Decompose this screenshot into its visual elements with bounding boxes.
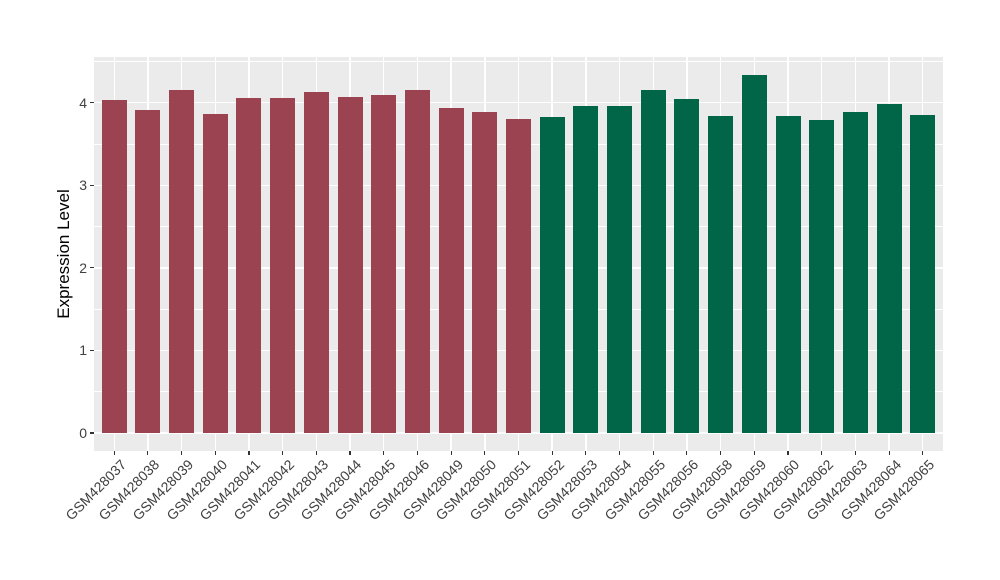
x-tick-mark <box>484 451 486 455</box>
bar <box>775 115 801 433</box>
bar <box>472 111 498 433</box>
y-tick-mark <box>90 184 94 186</box>
bar <box>708 115 734 433</box>
x-tick-mark <box>787 451 789 455</box>
x-tick-mark <box>214 451 216 455</box>
x-tick-mark <box>248 451 250 455</box>
y-tick-label: 3 <box>79 177 87 194</box>
bar <box>404 89 430 433</box>
bar <box>101 100 127 433</box>
x-tick-mark <box>113 451 115 455</box>
bar <box>809 120 835 433</box>
x-tick-mark <box>181 451 183 455</box>
y-tick-mark <box>90 267 94 269</box>
x-tick-mark <box>753 451 755 455</box>
x-tick-mark <box>619 451 621 455</box>
bar <box>135 110 161 433</box>
y-axis-title: Expression Level <box>54 189 73 319</box>
y-tick-mark <box>90 349 94 351</box>
y-tick-label: 0 <box>79 425 87 441</box>
x-tick-mark <box>147 451 149 455</box>
x-tick-mark <box>517 451 520 455</box>
y-tick-mark <box>90 432 94 434</box>
x-tick-mark <box>383 451 385 455</box>
bar <box>674 99 700 433</box>
bar <box>371 95 397 433</box>
bar <box>842 111 868 433</box>
bar <box>236 97 262 433</box>
y-tick-label: 1 <box>79 342 87 359</box>
bar <box>741 75 767 433</box>
bar <box>303 91 329 433</box>
bar <box>910 115 936 433</box>
bar <box>337 96 363 433</box>
x-tick-mark <box>720 451 722 455</box>
bar <box>506 119 531 433</box>
x-tick-mark <box>416 451 418 455</box>
x-tick-mark <box>888 451 890 455</box>
bar <box>438 107 464 433</box>
bar <box>202 114 228 433</box>
x-tick-mark <box>450 451 452 455</box>
y-tick-label: 4 <box>79 94 87 111</box>
x-tick-mark <box>922 451 924 455</box>
y-tick-label: 2 <box>79 259 87 276</box>
bar <box>640 90 666 433</box>
bar <box>270 97 296 433</box>
x-tick-mark <box>686 451 688 455</box>
y-tick-mark <box>90 102 94 104</box>
bar <box>539 116 565 433</box>
x-tick-mark <box>821 451 823 455</box>
bar <box>573 106 599 433</box>
bar <box>607 106 633 433</box>
x-tick-mark <box>585 451 587 455</box>
x-tick-mark <box>349 451 351 455</box>
x-tick-mark <box>282 451 284 455</box>
bar <box>169 90 195 433</box>
x-tick-mark <box>551 451 553 455</box>
x-tick-mark <box>854 451 856 455</box>
x-tick-mark <box>315 451 317 455</box>
plot-panel <box>94 57 943 451</box>
x-tick-mark <box>652 451 654 455</box>
bar <box>876 104 902 433</box>
